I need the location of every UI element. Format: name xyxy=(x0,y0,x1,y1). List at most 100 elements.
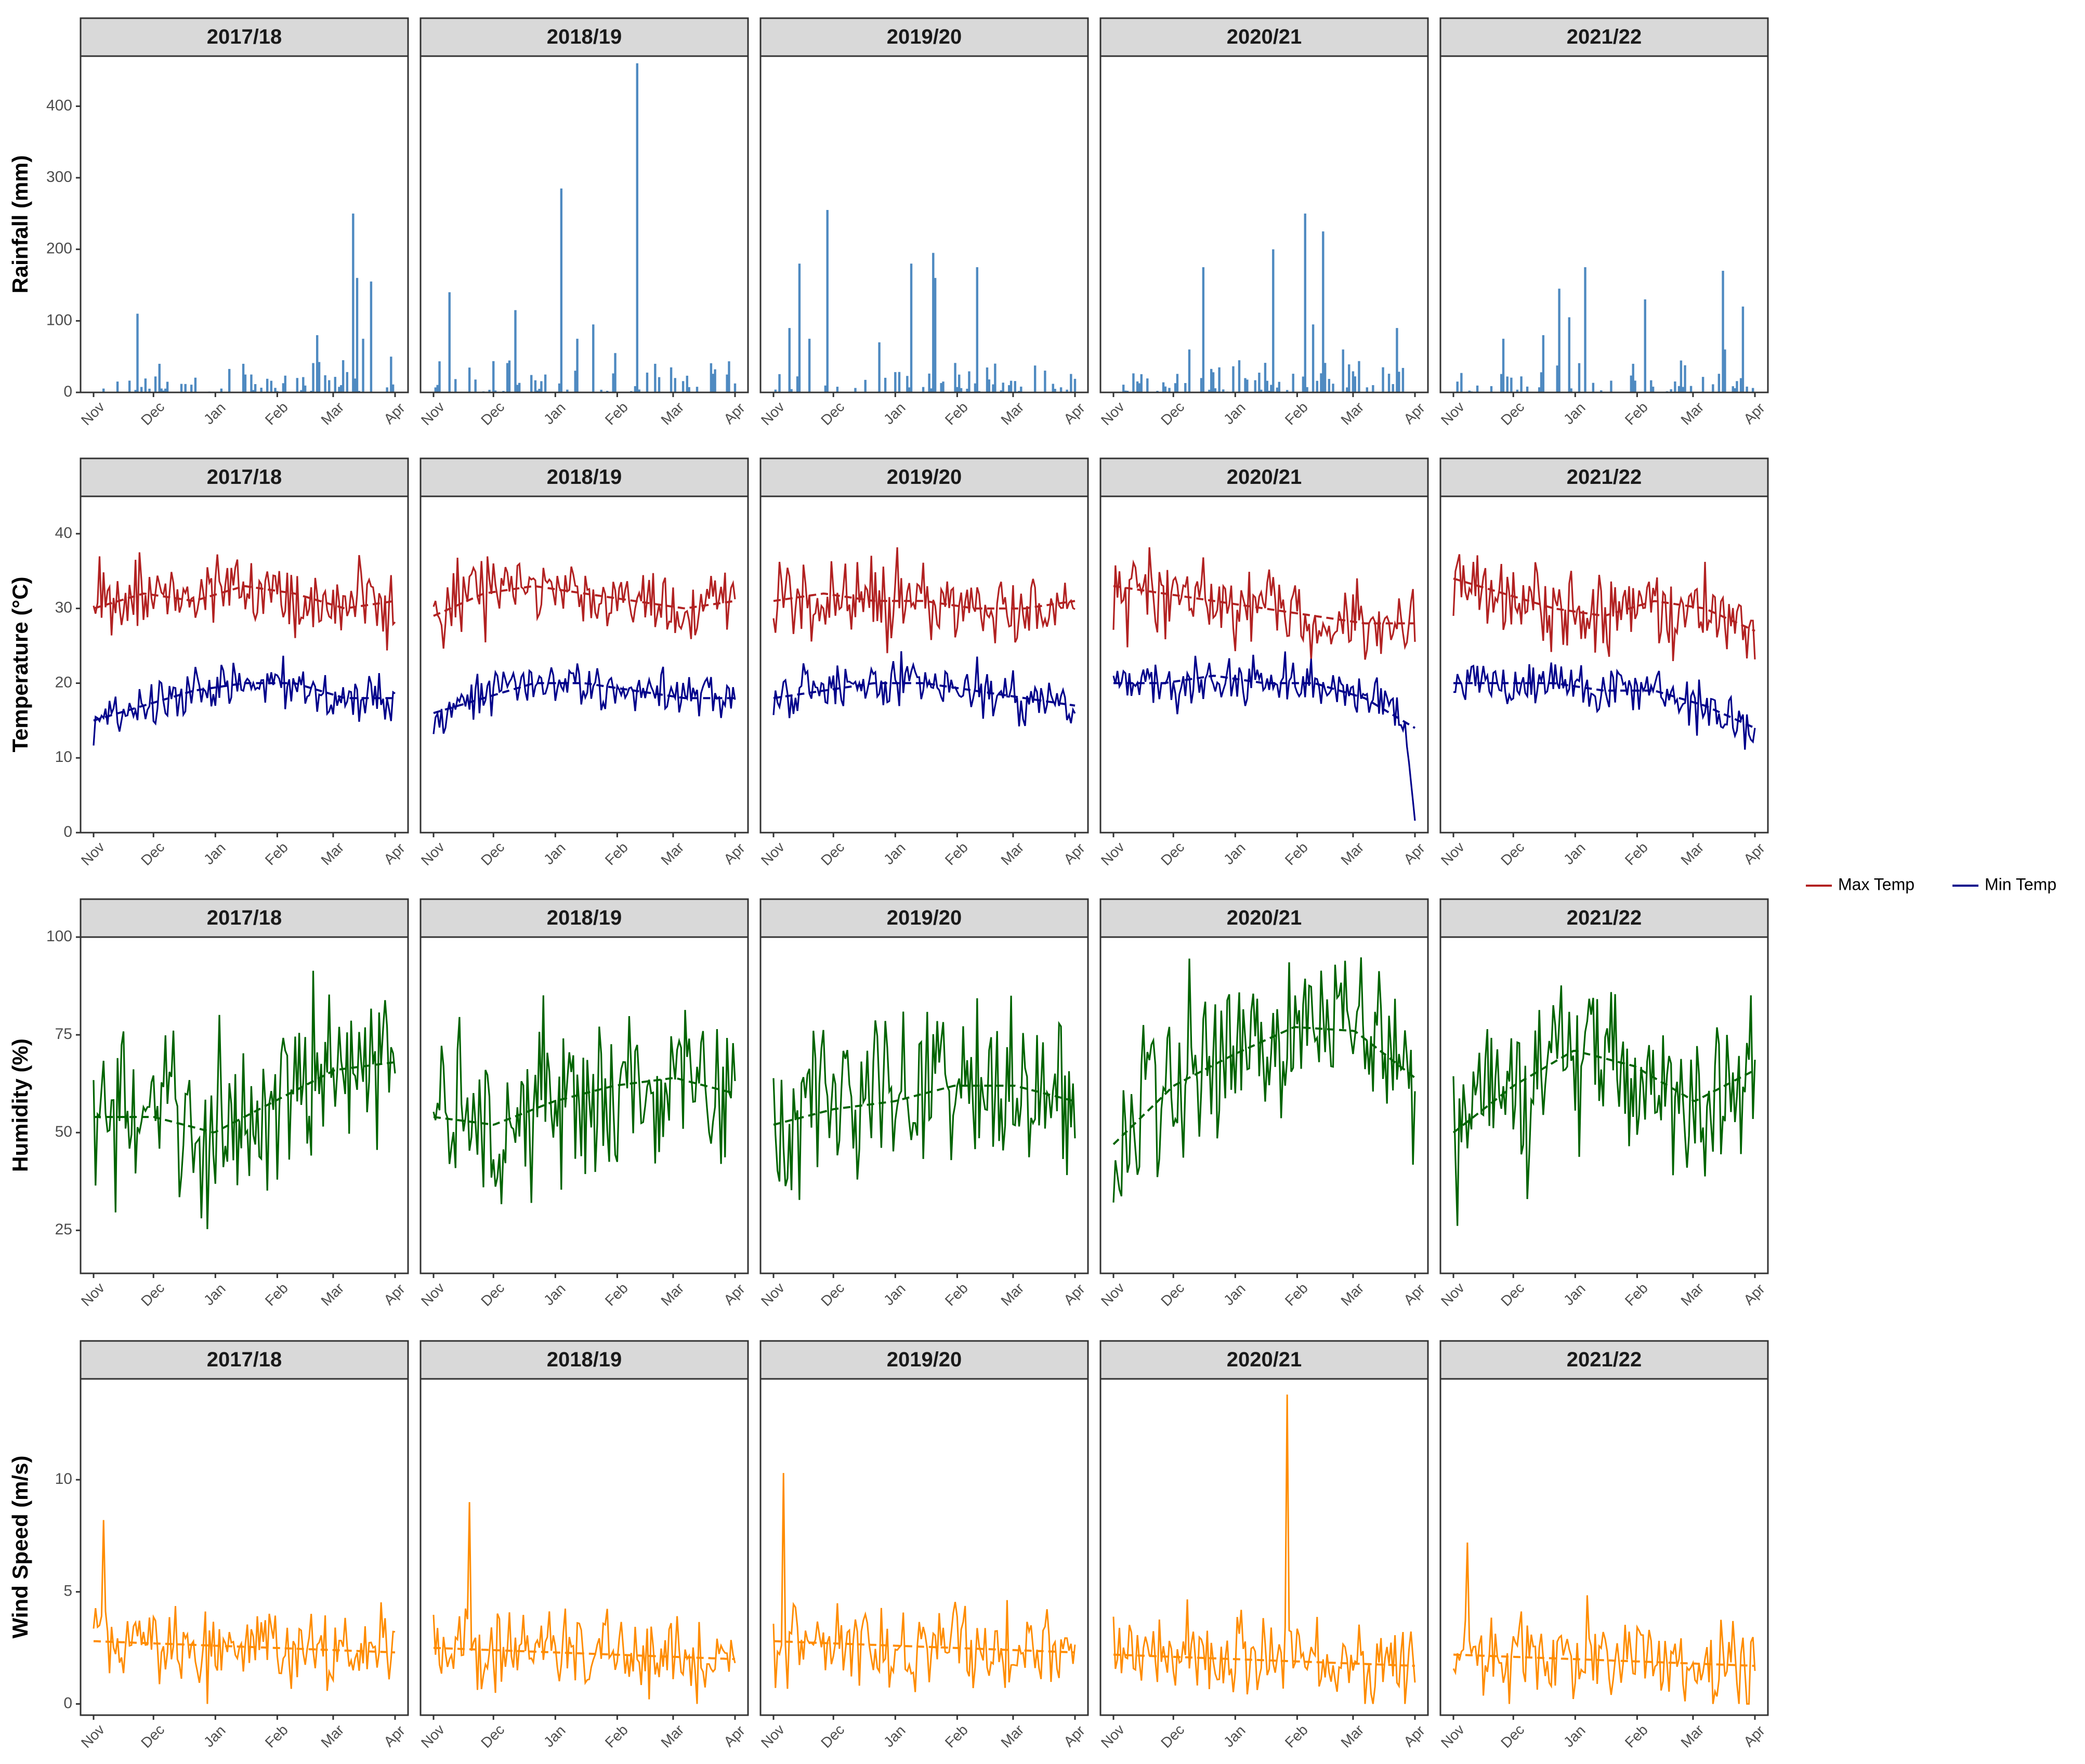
rainfall-bar xyxy=(1316,380,1318,392)
rainfall-bar xyxy=(1002,383,1004,392)
rainfall-bar xyxy=(518,383,521,392)
rainfall-bar xyxy=(254,384,257,392)
rainfall-bar xyxy=(194,377,197,392)
rainfall-bar xyxy=(934,278,937,392)
facet-strip-label: 2017/18 xyxy=(207,906,282,929)
rainfall-bar xyxy=(558,383,561,392)
rainfall-bar xyxy=(824,385,827,392)
rainfall-bar xyxy=(1401,367,1405,392)
rainfall-bar xyxy=(726,374,728,392)
plot-area xyxy=(1440,1379,1768,1715)
plot-area xyxy=(81,56,408,392)
panel-border xyxy=(1099,495,1429,834)
rainfall-bar xyxy=(1468,390,1471,392)
data-marks xyxy=(772,995,1076,1200)
data-marks xyxy=(93,970,396,1229)
rainfall-bar xyxy=(1070,374,1072,392)
plot-area xyxy=(421,496,748,833)
facet-strip xyxy=(419,1340,749,1380)
facet-strip-label: 2017/18 xyxy=(207,25,282,48)
max-temp-trend xyxy=(1453,577,1755,632)
plot-area xyxy=(1440,496,1768,833)
facet-strip-label: 2017/18 xyxy=(207,1348,282,1371)
rainfall-bar xyxy=(566,389,569,392)
y-tick-label: 300 xyxy=(46,168,72,186)
rainfall-bar xyxy=(390,357,392,392)
y-tick-label: 100 xyxy=(46,311,72,328)
rainfall-bar xyxy=(636,63,638,392)
rainfall-bar xyxy=(252,390,255,392)
panel-border xyxy=(80,55,409,393)
rainfall-bar xyxy=(1382,367,1384,392)
rainfall-bar xyxy=(270,380,273,392)
rainfall-bar xyxy=(1684,365,1686,392)
wind-speed-trend xyxy=(433,1647,736,1661)
rainfall-bar xyxy=(1526,386,1529,392)
facet-strip-label: 2019/20 xyxy=(887,466,962,489)
rainfall-bar xyxy=(1306,387,1308,392)
rainfall-bar xyxy=(1734,388,1736,392)
rainfall-bar xyxy=(1717,374,1721,392)
y-tick-label: 0 xyxy=(63,823,72,840)
rainfall-bar xyxy=(592,324,595,392)
rainfall-bar xyxy=(534,380,537,392)
rainfall-bar xyxy=(960,388,963,392)
rainfall-bar xyxy=(1272,249,1275,392)
rainfall-bar xyxy=(494,390,497,392)
facet-strip-label: 2018/19 xyxy=(547,1348,622,1371)
facet-strip xyxy=(1439,457,1769,497)
panel-border xyxy=(759,936,1089,1274)
legend-item: Min Temp xyxy=(1952,875,2056,893)
wind-speed-trend xyxy=(1113,1653,1415,1667)
rainfall-bar xyxy=(1008,385,1011,392)
facet-strip xyxy=(419,457,749,497)
rainfall-bar xyxy=(1162,382,1165,392)
rainfall-bar xyxy=(910,264,913,392)
rainfall-bar xyxy=(966,388,968,392)
rainfall-bar xyxy=(1392,384,1394,392)
facet-strip-label: 2021/22 xyxy=(1567,25,1642,48)
rainfall-bar xyxy=(1332,384,1334,392)
data-marks xyxy=(432,556,736,734)
rainfall-bar xyxy=(508,360,511,392)
rainfall-bar xyxy=(864,379,867,392)
rainfall-bar xyxy=(1570,388,1572,392)
rainfall-bar xyxy=(638,389,640,392)
rainfall-bar xyxy=(436,385,439,392)
rainfall-bar xyxy=(1651,386,1655,392)
rainfall-bar xyxy=(1741,306,1745,392)
rainfall-bar xyxy=(1264,363,1267,392)
rainfall-bar xyxy=(1266,380,1268,392)
rainfall-bar xyxy=(1476,385,1479,392)
min-temp-trend xyxy=(1453,682,1755,729)
rainfall-bar xyxy=(1578,363,1581,392)
rainfall-bar xyxy=(260,387,263,392)
rainfall-bar xyxy=(1739,378,1742,392)
rainfall-bar xyxy=(854,388,857,392)
rainfall-bar xyxy=(942,381,945,392)
panel-border xyxy=(1439,1378,1769,1716)
rainfall-bar xyxy=(1323,363,1327,392)
rainfall-bar xyxy=(614,353,617,392)
facet-strip-label: 2021/22 xyxy=(1567,466,1642,489)
min-temp-line xyxy=(1453,662,1756,750)
panel-border xyxy=(80,1378,409,1716)
humidity-line xyxy=(1452,985,1756,1226)
y-tick-label: 0 xyxy=(63,383,72,400)
facet-strip-label: 2017/18 xyxy=(207,466,282,489)
facet-strip xyxy=(759,17,1089,57)
rainfall-bar xyxy=(140,387,143,392)
y-tick-label: 200 xyxy=(46,240,72,257)
facet-strip xyxy=(759,1340,1089,1380)
rainfall-bar xyxy=(1712,384,1714,392)
rainfall-bar xyxy=(1592,383,1595,392)
rainfall-bar xyxy=(530,375,533,392)
rainfall-bar xyxy=(894,372,897,392)
